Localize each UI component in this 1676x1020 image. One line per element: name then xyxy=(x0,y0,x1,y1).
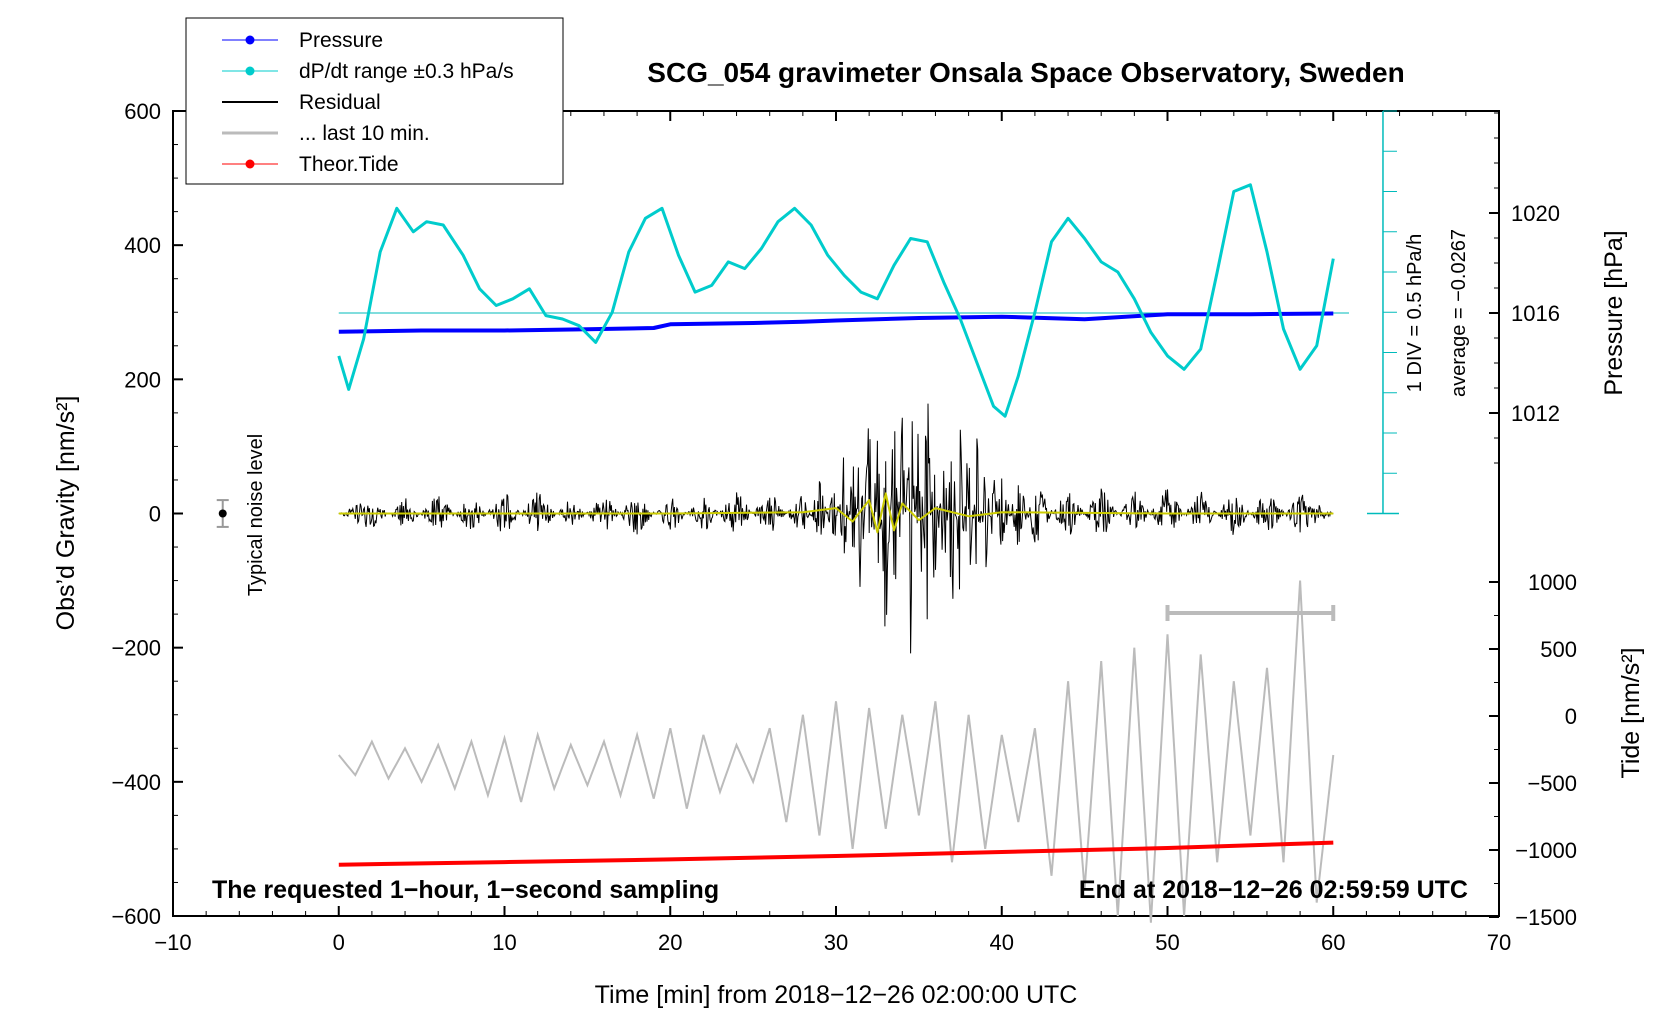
tide-tick-label: 500 xyxy=(1540,637,1577,662)
legend-label: Residual xyxy=(299,91,381,114)
tide-tick-label: 1000 xyxy=(1528,570,1577,595)
x-tick-label: 10 xyxy=(492,930,516,955)
last-10min-bracket xyxy=(1165,605,1336,621)
annotation-end-time: End at 2018−12−26 02:59:59 UTC xyxy=(1079,876,1468,904)
x-tick-label: −10 xyxy=(154,930,191,955)
y-tick-label: −600 xyxy=(111,904,161,929)
noise-level-indicator xyxy=(216,499,229,528)
legend-label: ... last 10 min. xyxy=(299,122,430,145)
x-tick-label: 60 xyxy=(1321,930,1345,955)
x-tick-label: 70 xyxy=(1487,930,1511,955)
noise-point xyxy=(218,509,227,518)
y-tick-label: 400 xyxy=(124,233,161,258)
y-tick-label: −200 xyxy=(111,636,161,661)
dpdt-average-label: average = −0.0267 xyxy=(1448,229,1470,397)
legend-label: Theor.Tide xyxy=(299,153,399,176)
x-tick-label: 0 xyxy=(333,930,345,955)
legend-swatch-marker xyxy=(245,35,255,45)
noise-level-label: Typical noise level xyxy=(245,434,267,596)
series-theor-tide-line xyxy=(338,840,1334,867)
x-tick-label: 30 xyxy=(824,930,848,955)
tide-tick-label: −1500 xyxy=(1515,905,1577,930)
x-tick-label: 40 xyxy=(990,930,1014,955)
y-tick-label: 0 xyxy=(149,502,161,527)
legend-swatch-marker xyxy=(245,66,255,76)
pressure-axis-title: Pressure [hPa] xyxy=(1600,230,1628,395)
x-tick-label: 50 xyxy=(1155,930,1179,955)
pressure-tick-label: 1012 xyxy=(1511,401,1560,426)
x-axis-title: Time [min] from 2018−12−26 02:00:00 UTC xyxy=(595,981,1078,1009)
tide-tick-label: −500 xyxy=(1527,771,1577,796)
dpdt-scale-label: 1 DIV = 0.5 hPa/h xyxy=(1404,234,1426,392)
series-pressure-line xyxy=(338,311,1334,334)
y-tick-label: 200 xyxy=(124,367,161,392)
y-axis-left: 600 400 200 0 −200 −400 −600 xyxy=(111,99,183,929)
y-tick-label: 600 xyxy=(124,99,161,124)
legend-label: Pressure xyxy=(299,29,383,52)
series-last-10min-line xyxy=(338,580,1335,923)
legend-label: dP/dt range ±0.3 hPa/s xyxy=(299,60,514,83)
x-tick-label: 20 xyxy=(658,930,682,955)
series-dp-dt-range-0-3-hpa-s-line xyxy=(337,183,1335,418)
series-layer xyxy=(337,183,1335,923)
tide-axis-title: Tide [nm/s²] xyxy=(1617,647,1645,778)
legend: Pressure dP/dt range ±0.3 hPa/s Residual..… xyxy=(185,17,564,185)
series-residual-line xyxy=(338,403,1334,654)
y-axis-left-title: Obs’d Gravity [nm/s²] xyxy=(52,396,80,631)
legend-entries: Pressure dP/dt range ±0.3 hPa/s Residual..… xyxy=(222,29,514,176)
tide-tick-label: 0 xyxy=(1565,704,1577,729)
tide-axis: 1000 500 0 −500 −1000 −1500 xyxy=(1489,570,1577,930)
chart-title: SCG_054 gravimeter Onsala Space Observat… xyxy=(647,57,1404,88)
annotation-sampling: The requested 1−hour, 1−second sampling xyxy=(212,876,719,904)
series-filtered-residual-line xyxy=(338,492,1334,534)
tide-tick-label: −1000 xyxy=(1515,838,1577,863)
x-axis: −10 0 10 20 30 40 50 60 70 xyxy=(154,111,1511,955)
legend-swatch-marker xyxy=(245,159,255,169)
pressure-axis: 1020 1016 1012 xyxy=(1489,112,1560,464)
pressure-tick-label: 1016 xyxy=(1511,301,1560,326)
y-tick-label: −400 xyxy=(111,770,161,795)
pressure-tick-label: 1020 xyxy=(1511,201,1560,226)
